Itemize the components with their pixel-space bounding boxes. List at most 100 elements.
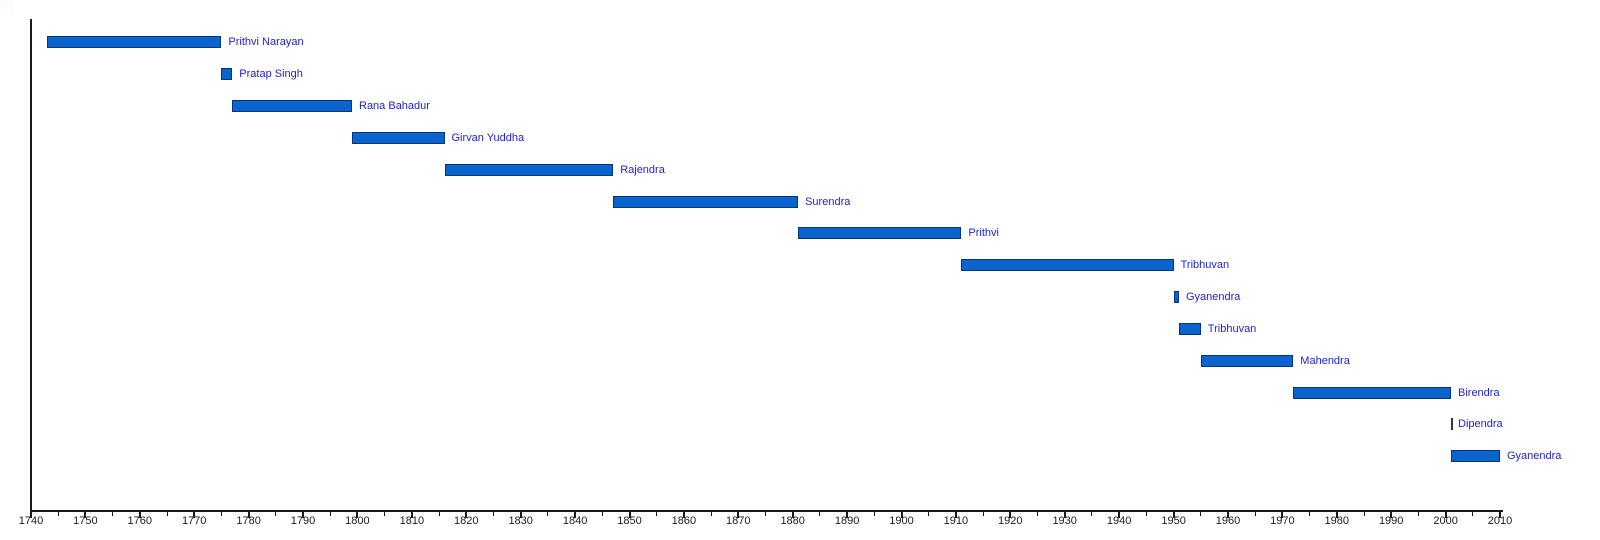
x-axis-tick-label: 1950	[1161, 515, 1186, 527]
x-axis-minor-tick	[1254, 512, 1256, 516]
reign-label: Girvan Yuddha	[451, 132, 525, 144]
x-axis-major-tick	[1390, 512, 1393, 518]
x-axis-tick-label: 1910	[943, 515, 969, 527]
x-axis-tick-label: 1810	[399, 515, 425, 527]
x-axis-major-tick	[410, 512, 413, 518]
reign-label: Tribhuvan	[1180, 259, 1230, 271]
x-axis-minor-tick	[112, 512, 114, 516]
x-axis-major-tick	[1227, 512, 1229, 518]
x-axis-tick-label: 2000	[1433, 515, 1458, 527]
x-axis-minor-tick	[1091, 512, 1093, 516]
x-axis-major-tick	[737, 512, 740, 518]
x-axis-major-tick	[1118, 512, 1121, 518]
x-axis-minor-tick	[220, 512, 222, 516]
x-axis-minor-tick	[1037, 512, 1038, 516]
x-axis-major-tick	[302, 512, 304, 518]
x-axis-minor-tick	[329, 512, 331, 516]
x-axis-minor-tick	[1145, 512, 1147, 516]
x-axis-major-tick	[628, 512, 631, 518]
x-axis-major-tick	[465, 512, 468, 518]
x-axis-tick-label: 1820	[454, 515, 479, 527]
x-axis-minor-tick	[1417, 512, 1419, 516]
reign-bar	[221, 68, 233, 80]
reign-bar	[47, 36, 222, 48]
x-axis-major-tick	[1335, 512, 1338, 518]
x-axis-major-tick	[138, 512, 141, 518]
reign-label: Prithvi	[968, 227, 999, 239]
x-axis-major-tick	[900, 512, 903, 518]
x-axis-major-tick	[519, 512, 522, 518]
reign-label: Surendra	[805, 196, 851, 208]
reign-label: Prithvi Narayan	[228, 36, 304, 48]
x-axis-major-tick	[356, 512, 359, 518]
reign-label: Gyanendra	[1186, 291, 1241, 303]
reign-label: Tribhuvan	[1207, 323, 1257, 335]
x-axis-tick-label: 1920	[998, 515, 1023, 527]
reign-bar	[444, 164, 614, 176]
x-axis-minor-tick	[1363, 512, 1365, 516]
x-axis-minor-tick	[819, 512, 821, 516]
x-axis-minor-tick	[275, 512, 277, 516]
reign-bar	[1200, 355, 1294, 367]
x-axis-tick-label: 1960	[1215, 515, 1241, 527]
x-axis-tick-label: 1970	[1270, 515, 1295, 527]
x-axis-major-tick	[193, 512, 196, 518]
reign-bar	[1173, 291, 1179, 303]
x-axis-minor-tick	[493, 512, 494, 516]
y-axis-line	[30, 19, 32, 512]
x-axis-major-tick	[247, 512, 250, 518]
reign-label: Pratap Singh	[239, 68, 303, 80]
reign-label: Mahendra	[1300, 355, 1350, 367]
x-axis-minor-tick	[656, 512, 658, 516]
x-axis-minor-tick	[765, 512, 766, 516]
x-axis-tick-label: 1760	[127, 515, 153, 527]
x-axis-major-tick	[1444, 512, 1447, 518]
reign-label: Dipendra	[1458, 418, 1503, 430]
reign-bar	[1293, 387, 1452, 399]
x-axis-tick-label: 1750	[73, 515, 98, 527]
x-axis-tick-label: 1880	[780, 515, 805, 527]
x-axis-major-tick	[30, 512, 32, 518]
x-axis-tick-label: 1940	[1106, 515, 1132, 527]
x-axis-tick-label: 1790	[290, 515, 316, 527]
reign-label: Gyanendra	[1507, 450, 1562, 462]
x-axis-tick-label: 1800	[345, 515, 370, 527]
x-axis-tick-label: 1780	[236, 515, 261, 527]
reign-bar	[352, 132, 445, 144]
x-axis-major-tick	[1281, 512, 1284, 518]
x-axis-minor-tick	[710, 512, 712, 516]
reign-bar	[1451, 450, 1500, 462]
x-axis-minor-tick	[1309, 512, 1311, 516]
x-axis-minor-tick	[1200, 512, 1202, 516]
corner-artifact	[0, 0, 15, 15]
x-axis-minor-tick	[1472, 512, 1474, 516]
x-axis-major-tick	[1063, 512, 1066, 518]
x-axis-major-tick	[574, 512, 577, 518]
x-axis-major-tick	[954, 512, 957, 518]
x-axis-tick-label: 2010	[1487, 515, 1513, 527]
x-axis-major-tick	[682, 512, 685, 518]
x-axis-tick-label: 1850	[617, 515, 642, 527]
x-axis-line	[30, 510, 1503, 512]
reign-label: Birendra	[1458, 387, 1500, 399]
x-axis-tick-label: 1900	[889, 515, 914, 527]
x-axis-tick-label: 1980	[1324, 515, 1350, 527]
x-axis-minor-tick	[57, 512, 59, 516]
x-axis-minor-tick	[384, 512, 386, 516]
reign-bar	[1179, 323, 1201, 335]
x-axis-minor-tick	[438, 512, 440, 516]
x-axis-tick-label: 1890	[834, 515, 860, 527]
x-axis-tick-label: 1830	[508, 515, 533, 527]
x-axis-minor-tick	[982, 512, 984, 516]
x-axis-tick-label: 1740	[18, 515, 44, 527]
x-axis-major-tick	[791, 512, 794, 518]
x-axis-major-tick	[1009, 512, 1012, 518]
reign-bar	[798, 227, 962, 239]
x-axis-major-tick	[846, 512, 849, 518]
x-axis-tick-label: 1870	[726, 515, 751, 527]
reign-bar	[1451, 418, 1453, 430]
x-axis-minor-tick	[547, 512, 549, 516]
x-axis-minor-tick	[166, 512, 168, 516]
x-axis-tick-label: 1930	[1052, 515, 1077, 527]
